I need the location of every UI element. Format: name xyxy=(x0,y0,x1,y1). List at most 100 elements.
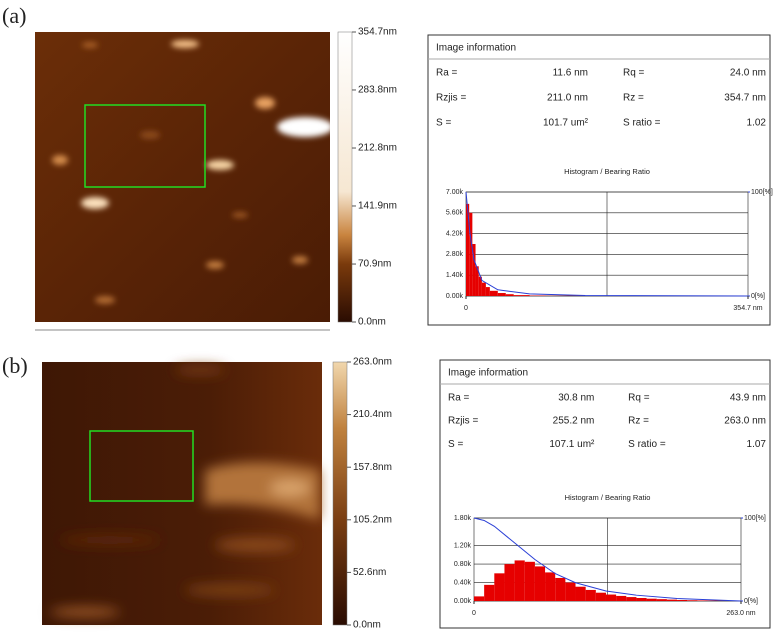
scale-label: 141.9nm xyxy=(358,201,397,212)
bar xyxy=(585,589,596,601)
bar xyxy=(514,560,525,601)
bar xyxy=(474,596,485,601)
bar xyxy=(494,573,505,601)
bar xyxy=(697,600,708,601)
color-bar xyxy=(337,31,353,323)
info-label: Rq = xyxy=(623,68,645,79)
bar xyxy=(505,294,514,296)
y2-tick-label: 0[%] xyxy=(744,598,758,605)
bar xyxy=(472,244,476,296)
bar xyxy=(666,599,678,601)
scale-label: 105.2nm xyxy=(353,514,392,525)
bar xyxy=(555,577,566,601)
x-tick-label: 263.0 nm xyxy=(726,610,755,617)
bar xyxy=(626,597,637,601)
y-tick-label: 0.80k xyxy=(454,561,472,568)
y-tick-label: 0.00k xyxy=(454,598,472,605)
info-value: 11.6 nm xyxy=(553,68,588,79)
bar xyxy=(534,566,546,601)
info-label: S ratio = xyxy=(623,118,661,129)
y-tick-label: 1.80k xyxy=(454,515,472,522)
y-tick-label: 0.00k xyxy=(446,293,464,300)
bar xyxy=(489,290,498,296)
afm-image xyxy=(42,362,322,625)
bar xyxy=(595,592,606,601)
bearing-curve xyxy=(465,191,749,297)
info-label: Rzjis = xyxy=(436,93,466,104)
bar xyxy=(605,594,617,601)
afm-image xyxy=(35,32,333,331)
info-label: Rz = xyxy=(623,93,644,104)
info-value: 255.2 nm xyxy=(553,416,595,427)
info-label: Ra = xyxy=(448,393,470,404)
scale-label: 263.0nm xyxy=(353,357,392,368)
bar xyxy=(478,276,482,296)
info-label: S = xyxy=(436,118,451,129)
bar xyxy=(656,599,667,601)
info-label: S ratio = xyxy=(628,439,666,450)
info-label: Rq = xyxy=(628,393,650,404)
y-tick-label: 0.40k xyxy=(454,579,472,586)
bar xyxy=(616,595,627,601)
x-tick-label: 0 xyxy=(464,305,468,312)
panel-label: (a) xyxy=(2,3,26,28)
scale-label: 210.4nm xyxy=(353,409,392,420)
info-value: 107.1 um² xyxy=(549,439,595,450)
bar xyxy=(504,564,515,601)
scale-label: 354.7nm xyxy=(358,27,397,38)
scale-label: 283.8nm xyxy=(358,85,397,96)
info-value: 1.02 xyxy=(747,118,767,129)
scale-label: 212.8nm xyxy=(358,143,397,154)
info-box xyxy=(427,34,771,326)
y-tick-label: 1.40k xyxy=(446,272,464,279)
scale-label: 0.0nm xyxy=(358,317,386,328)
panel-label: (b) xyxy=(2,353,28,378)
y-tick-label: 2.80k xyxy=(446,251,464,258)
scale-label: 70.9nm xyxy=(358,259,391,270)
bar xyxy=(687,600,698,601)
bar xyxy=(481,282,486,296)
histogram-title: Histogram / Bearing Ratio xyxy=(564,167,650,176)
info-value: 263.0 nm xyxy=(724,416,766,427)
scale-label: 0.0nm xyxy=(353,620,381,631)
info-box xyxy=(439,359,771,629)
bar xyxy=(484,584,495,601)
y-tick-label: 1.20k xyxy=(454,543,472,550)
y-tick-label: 4.20k xyxy=(446,230,464,237)
y-tick-label: 5.60k xyxy=(446,210,464,217)
bar xyxy=(485,287,490,296)
info-title: Image information xyxy=(436,43,516,54)
bar xyxy=(497,293,506,296)
bar xyxy=(677,599,688,601)
info-value: 1.07 xyxy=(747,439,767,450)
info-value: 101.7 um² xyxy=(543,118,589,129)
scale-label: 52.6nm xyxy=(353,567,386,578)
bar xyxy=(475,266,479,296)
y2-tick-label: 100[%] xyxy=(744,515,766,522)
y-tick-label: 7.00k xyxy=(446,189,464,196)
bar xyxy=(545,572,556,601)
info-label: Rzjis = xyxy=(448,416,478,427)
bar xyxy=(469,212,473,296)
y2-tick-label: 100[%] xyxy=(751,189,773,196)
bar xyxy=(636,598,647,601)
info-value: 24.0 nm xyxy=(730,68,766,79)
bar xyxy=(565,582,576,601)
x-tick-label: 0 xyxy=(472,610,476,617)
bearing-curve xyxy=(473,517,742,602)
histogram-title: Histogram / Bearing Ratio xyxy=(565,493,651,502)
info-label: Ra = xyxy=(436,68,458,79)
scale-label: 157.8nm xyxy=(353,462,392,473)
color-bar xyxy=(332,361,348,626)
bar xyxy=(524,561,535,601)
info-value: 30.8 nm xyxy=(558,393,594,404)
bar xyxy=(646,598,657,601)
info-title: Image information xyxy=(448,368,528,379)
info-value: 43.9 nm xyxy=(730,393,766,404)
info-label: S = xyxy=(448,439,463,450)
bar xyxy=(513,295,530,296)
info-value: 211.0 nm xyxy=(547,93,588,104)
x-tick-label: 354.7 nm xyxy=(733,305,762,312)
info-value: 354.7 nm xyxy=(724,93,766,104)
